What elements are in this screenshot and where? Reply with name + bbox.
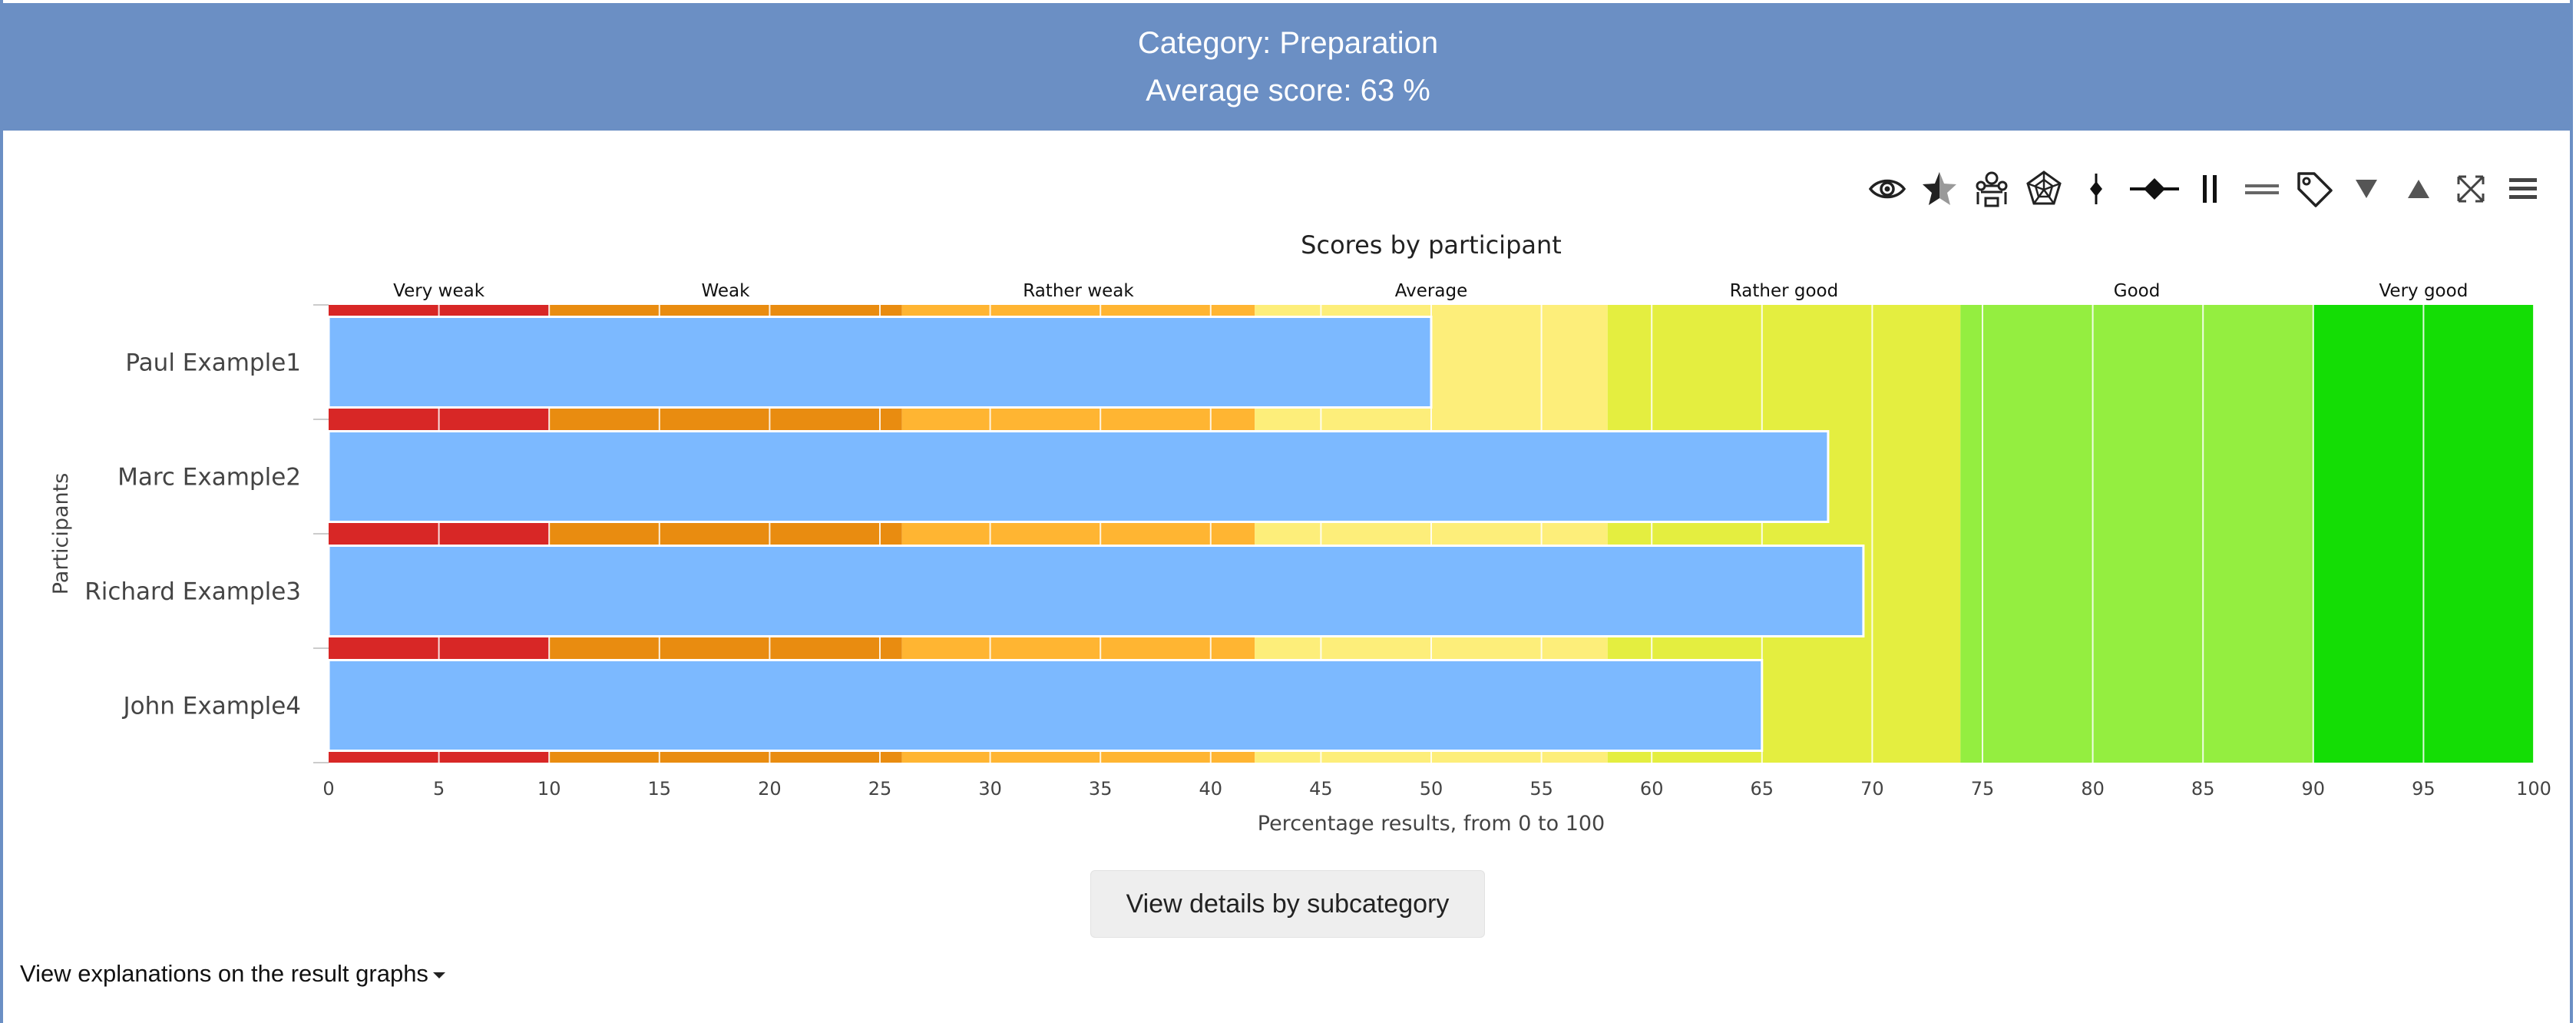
pause-bars-icon[interactable] [2188,164,2231,214]
x-tick-label-12: 60 [1640,778,1664,800]
x-tick-label-15: 75 [1971,778,1995,800]
x-tick-label-13: 65 [1751,778,1774,800]
x-tick-label-0: 0 [322,778,334,800]
equals-bars-icon[interactable] [2240,164,2283,214]
x-axis-title: Percentage results, from 0 to 100 [1258,812,1605,836]
band-label-1: Weak [701,281,750,301]
star-half-icon[interactable] [1918,164,1961,214]
category-label-3: John Example4 [122,693,301,720]
triangle-down-icon[interactable] [2345,164,2388,214]
group-icon[interactable] [1970,164,2013,214]
band-label-3: Average [1395,281,1467,301]
x-tick-label-18: 90 [2302,778,2326,800]
band-label-6: Very good [2379,281,2468,301]
x-tick-label-16: 80 [2081,778,2105,800]
band-label-2: Rather weak [1023,281,1134,301]
caret-down-icon [432,972,445,978]
bar-2 [327,545,1865,637]
category-title: Category: Preparation [1137,26,1439,60]
x-tick-label-2: 10 [537,778,561,800]
bar-1 [327,430,1830,523]
fullscreen-icon[interactable] [2449,164,2492,214]
category-label-0: Paul Example1 [125,349,301,377]
band-label-4: Rather good [1730,281,1838,301]
x-tick-label-1: 5 [433,778,445,800]
explanations-label[interactable]: View explanations on the result graphs [20,960,428,987]
tag-icon[interactable] [2293,164,2336,214]
chart-area: Scores by participant Very weak Weak Rather… [0,223,2576,852]
x-tick-label-17: 85 [2191,778,2215,800]
bar-0 [327,316,1433,409]
band-label-0: Very weak [393,281,485,301]
bar-chart: Scores by participant Very weak Weak Rather… [49,230,2551,836]
x-tick-label-4: 20 [758,778,782,800]
x-tick-label-8: 40 [1199,778,1223,800]
diamond-line-icon[interactable] [2127,164,2182,214]
category-label-1: Marc Example2 [117,464,301,492]
x-tick-label-5: 25 [868,778,892,800]
category-header: Category: Preparation Average score: 63 … [3,3,2573,131]
chart-toolbar [1866,164,2537,214]
x-tick-label-11: 55 [1529,778,1553,800]
x-tick-label-9: 45 [1309,778,1333,800]
y-axis-title: Participants [49,473,73,595]
band-label-5: Good [2114,281,2161,301]
triangle-up-icon[interactable] [2397,164,2440,214]
x-tick-label-3: 15 [648,778,672,800]
x-tick-label-10: 50 [1420,778,1443,800]
view-details-button[interactable]: View details by subcategory [1090,870,1485,938]
x-tick-label-6: 30 [978,778,1002,800]
menu-icon[interactable] [2502,164,2545,214]
x-tick-label-19: 95 [2412,778,2435,800]
spider-web-icon[interactable] [2022,164,2065,214]
eye-icon[interactable] [1866,164,1909,214]
diamond-small-icon[interactable] [2075,164,2118,214]
chart-title: Scores by participant [1301,230,1562,260]
bar-3 [327,659,1764,752]
x-tick-label-20: 100 [2516,778,2551,800]
average-score: Average score: 63 % [1146,74,1430,108]
category-label-2: Richard Example3 [84,578,301,606]
band-5 [1960,305,2313,763]
x-tick-label-14: 70 [1860,778,1884,800]
explanations-toggle[interactable]: View explanations on the result graphs [20,960,445,988]
x-tick-label-7: 35 [1089,778,1113,800]
